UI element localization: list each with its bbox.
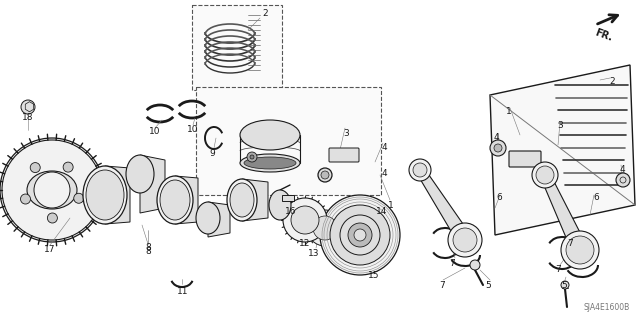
Text: 11: 11 <box>177 286 189 295</box>
Ellipse shape <box>269 190 291 220</box>
Circle shape <box>63 162 73 172</box>
Text: 4: 4 <box>381 144 387 152</box>
Circle shape <box>409 159 431 181</box>
Polygon shape <box>242 179 268 221</box>
FancyBboxPatch shape <box>329 148 359 162</box>
Text: 7: 7 <box>555 265 561 275</box>
Circle shape <box>561 281 569 289</box>
Circle shape <box>247 152 257 162</box>
Text: 7: 7 <box>449 259 455 269</box>
Polygon shape <box>416 167 471 244</box>
Text: 16: 16 <box>285 207 297 217</box>
Text: 10: 10 <box>149 128 161 137</box>
Text: 13: 13 <box>308 249 320 258</box>
FancyBboxPatch shape <box>192 5 282 90</box>
Circle shape <box>453 228 477 252</box>
Circle shape <box>313 216 337 240</box>
Circle shape <box>320 195 400 275</box>
Ellipse shape <box>244 157 296 169</box>
Circle shape <box>348 223 372 247</box>
Circle shape <box>494 144 502 152</box>
Ellipse shape <box>126 155 154 193</box>
Ellipse shape <box>240 120 300 150</box>
Ellipse shape <box>86 170 124 220</box>
Circle shape <box>561 231 599 269</box>
Text: FR.: FR. <box>593 27 613 42</box>
Ellipse shape <box>227 179 257 221</box>
Circle shape <box>0 138 104 242</box>
FancyBboxPatch shape <box>196 87 381 195</box>
Text: 4: 4 <box>381 168 387 177</box>
Ellipse shape <box>160 180 190 220</box>
Text: 9: 9 <box>209 149 215 158</box>
Ellipse shape <box>230 183 254 217</box>
Polygon shape <box>490 65 635 235</box>
Circle shape <box>74 193 84 203</box>
Circle shape <box>20 194 31 204</box>
Text: 3: 3 <box>343 129 349 137</box>
Text: 2: 2 <box>262 10 268 19</box>
Circle shape <box>340 215 380 255</box>
Text: 15: 15 <box>368 271 380 280</box>
Circle shape <box>307 210 343 246</box>
Text: 5: 5 <box>561 280 567 290</box>
Circle shape <box>470 260 480 270</box>
Ellipse shape <box>240 154 300 172</box>
FancyBboxPatch shape <box>509 151 541 167</box>
Circle shape <box>21 100 35 114</box>
Text: 10: 10 <box>188 125 199 135</box>
Circle shape <box>250 155 254 159</box>
Text: 4: 4 <box>619 165 625 174</box>
Circle shape <box>448 223 482 257</box>
Text: 3: 3 <box>557 122 563 130</box>
Circle shape <box>30 163 40 173</box>
Text: 17: 17 <box>44 246 56 255</box>
Ellipse shape <box>196 202 220 234</box>
Ellipse shape <box>27 171 77 209</box>
Polygon shape <box>140 155 165 213</box>
Text: 8: 8 <box>145 248 151 256</box>
Ellipse shape <box>83 166 127 224</box>
Text: 12: 12 <box>300 239 310 248</box>
Text: 7: 7 <box>567 240 573 249</box>
Circle shape <box>413 163 427 177</box>
Circle shape <box>291 206 319 234</box>
Text: SJA4E1600B: SJA4E1600B <box>584 303 630 312</box>
Polygon shape <box>208 202 230 237</box>
Circle shape <box>330 205 390 265</box>
Circle shape <box>47 213 58 223</box>
Text: 14: 14 <box>376 207 388 217</box>
Text: 2: 2 <box>609 78 615 86</box>
Polygon shape <box>540 173 588 253</box>
Circle shape <box>283 198 327 242</box>
Text: 18: 18 <box>22 114 34 122</box>
Text: 4: 4 <box>493 132 499 142</box>
Text: 6: 6 <box>496 194 502 203</box>
Text: 7: 7 <box>439 280 445 290</box>
Ellipse shape <box>157 176 193 224</box>
Circle shape <box>616 173 630 187</box>
Circle shape <box>536 166 554 184</box>
Text: 5: 5 <box>485 281 491 291</box>
Text: 1: 1 <box>388 202 394 211</box>
Circle shape <box>490 140 506 156</box>
Circle shape <box>532 162 558 188</box>
Text: ⬡: ⬡ <box>22 100 33 114</box>
Polygon shape <box>175 176 198 224</box>
Circle shape <box>321 171 329 179</box>
Circle shape <box>34 172 70 208</box>
Text: 8: 8 <box>145 243 151 253</box>
Text: 1: 1 <box>506 108 512 116</box>
Circle shape <box>566 236 594 264</box>
Circle shape <box>318 168 332 182</box>
Polygon shape <box>105 166 130 224</box>
Text: 6: 6 <box>593 194 599 203</box>
Circle shape <box>354 229 366 241</box>
FancyBboxPatch shape <box>282 195 294 201</box>
